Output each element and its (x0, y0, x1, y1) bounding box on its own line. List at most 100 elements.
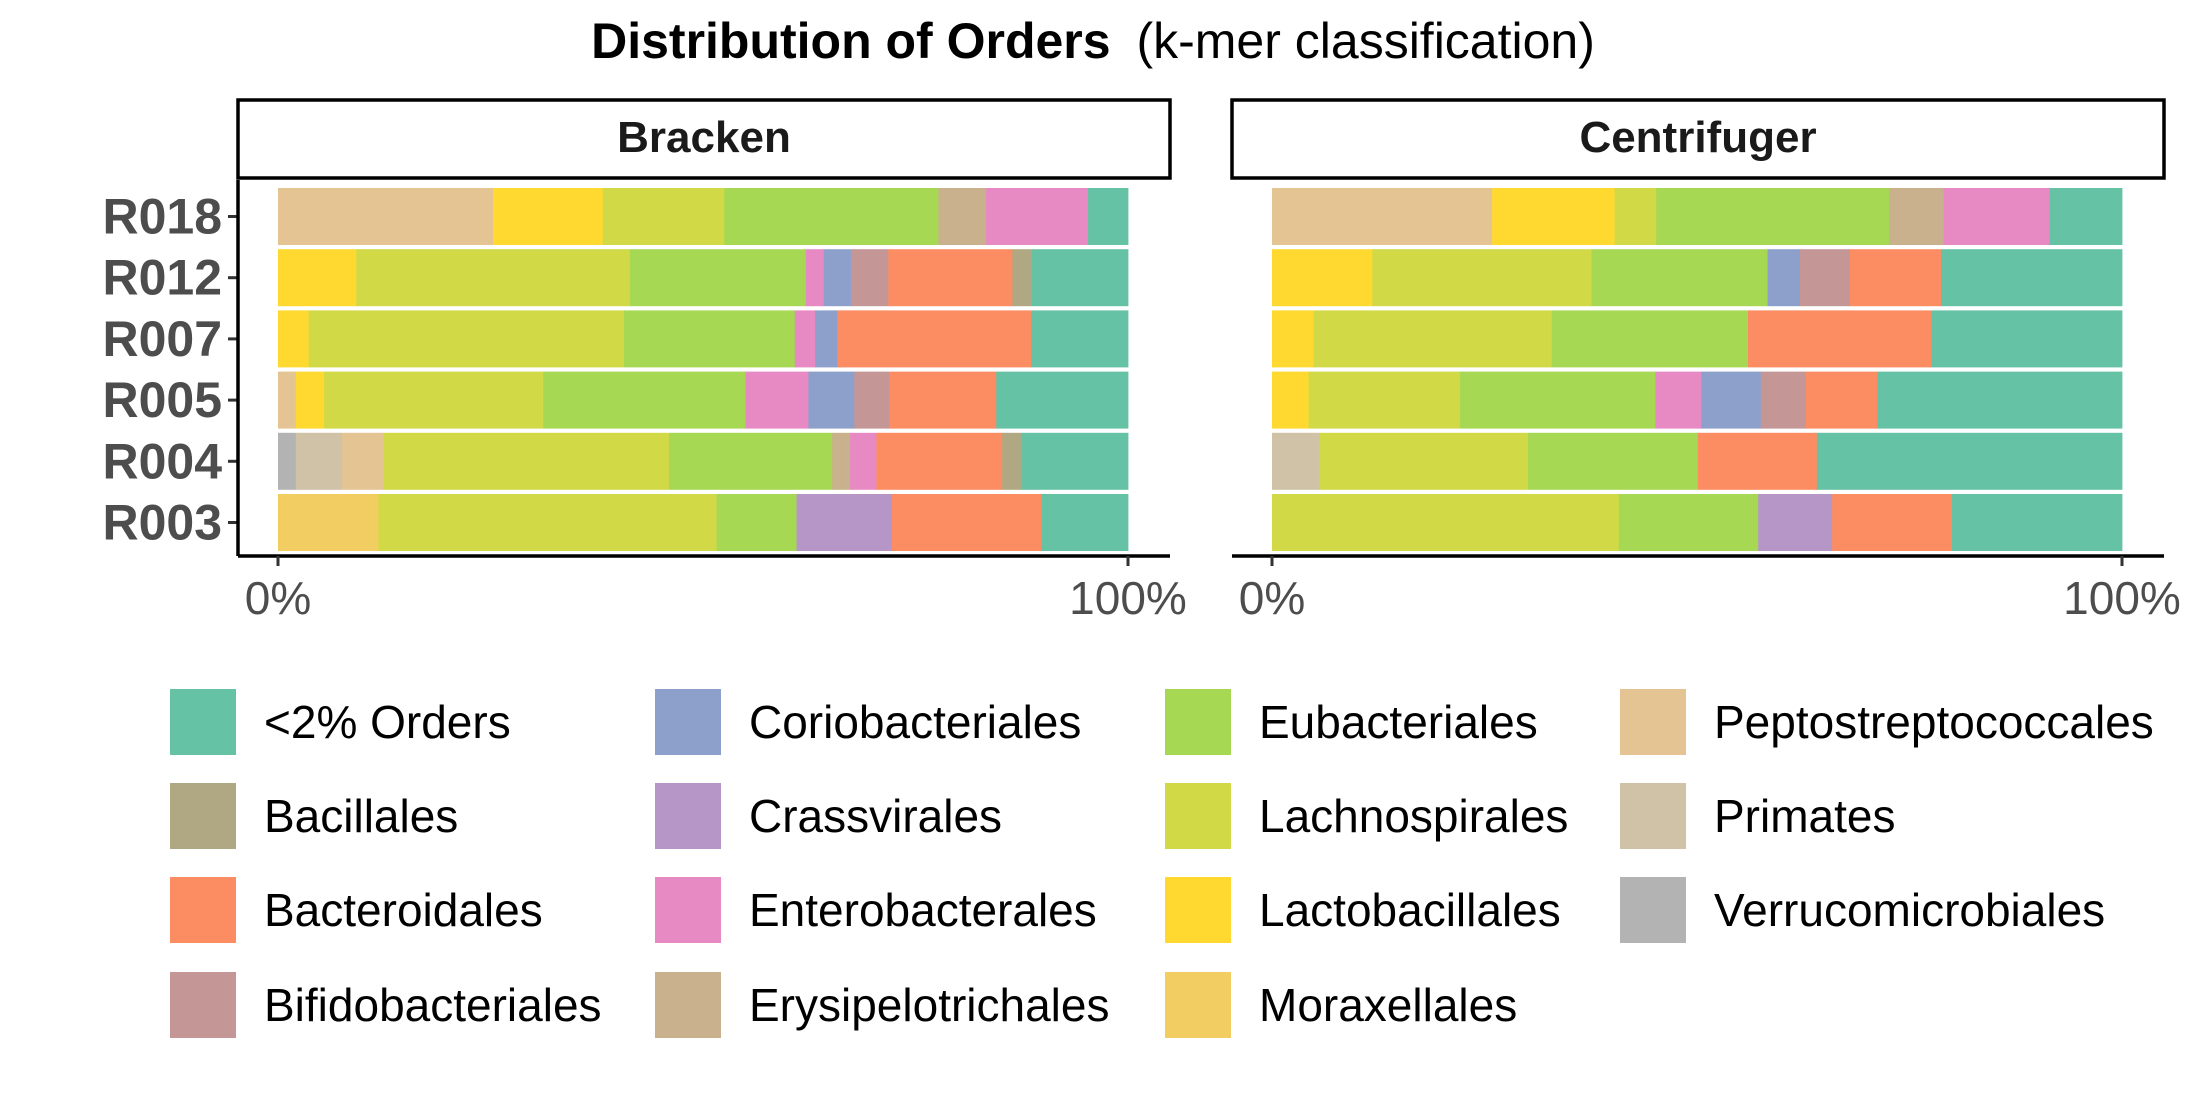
legend-item-bifidobacteriales: Bifidobacteriales (170, 972, 602, 1038)
bar-segment-centrifuger-r005-coriobacteriales (1701, 371, 1762, 429)
bar-centrifuger-r005 (1272, 371, 2123, 429)
legend-item-bacteroidales: Bacteroidales (170, 877, 543, 943)
bar-segment-centrifuger-r005-enterobacterales (1655, 371, 1702, 429)
bar-segment-bracken-r018-erysipelotrichales (938, 188, 987, 245)
legend-item-enterobacterales: Enterobacterales (655, 877, 1097, 943)
x-tick-label-bracken-1: 100% (1069, 572, 1187, 624)
bar-centrifuger-r007 (1272, 310, 2123, 368)
bar-segment-bracken-r012-bacillales (1012, 249, 1033, 307)
bar-segment-bracken-r003-moraxellales (278, 494, 379, 551)
bar-segment-bracken-r005-coriobacteriales (808, 371, 855, 429)
chart-title-bold: Distribution of Orders (591, 13, 1110, 69)
bar-segment-centrifuger-r012-lactobacillales (1272, 249, 1373, 307)
bar-segment-centrifuger-r003-bacteroidales (1832, 494, 1953, 551)
bar-segment-centrifuger-r012-bacteroidales (1850, 249, 1942, 307)
legend-swatch-lactobacillales (1165, 877, 1231, 943)
bar-segment-centrifuger-r004-lachnospirales (1319, 432, 1529, 490)
bar-segment-bracken-r004-lachnospirales (383, 432, 670, 490)
panel-strip-label-bracken: Bracken (617, 113, 791, 162)
bar-segment-centrifuger-r003-2-orders (1952, 494, 2123, 551)
x-tick-label-centrifuger-0: 0% (1239, 572, 1305, 624)
bar-segment-bracken-r005-peptostreptococcales (278, 371, 297, 429)
legend-swatch-lachnospirales (1165, 783, 1231, 849)
y-tick-label-r003: R003 (102, 495, 222, 551)
bar-segment-bracken-r007-enterobacterales (794, 310, 816, 368)
bar-segment-bracken-r018-peptostreptococcales (278, 188, 494, 245)
bar-segment-bracken-r004-primates (295, 432, 343, 490)
bar-segment-bracken-r004-bacillales (1002, 432, 1023, 490)
bar-segment-bracken-r012-eubacteriales (629, 249, 807, 307)
bar-segment-bracken-r007-lactobacillales (278, 310, 309, 368)
bar-segment-centrifuger-r018-lactobacillales (1492, 188, 1615, 245)
bar-segment-centrifuger-r012-eubacteriales (1591, 249, 1768, 307)
bar-segment-bracken-r004-2-orders (1021, 432, 1129, 490)
legend-item-bacillales: Bacillales (170, 783, 458, 849)
legend-item-crassvirales: Crassvirales (655, 783, 1002, 849)
legend-swatch-bacillales (170, 783, 236, 849)
bar-centrifuger-r012 (1272, 249, 2123, 307)
legend-label-coriobacteriales: Coriobacteriales (749, 696, 1081, 748)
legend-swatch-bacteroidales (170, 877, 236, 943)
bar-segment-bracken-r012-lactobacillales (278, 249, 357, 307)
bar-segment-centrifuger-r012-bifidobacteriales (1799, 249, 1851, 307)
legend-label-2-orders: <2% Orders (264, 696, 511, 748)
bar-segment-centrifuger-r007-bacteroidales (1748, 310, 1932, 368)
bar-segment-bracken-r005-eubacteriales (543, 371, 746, 429)
panel-strip-centrifuger (1230, 98, 2166, 180)
bar-segment-bracken-r012-coriobacteriales (823, 249, 852, 307)
bar-segment-centrifuger-r005-lachnospirales (1308, 371, 1461, 429)
legend-label-lachnospirales: Lachnospirales (1259, 790, 1568, 842)
bar-segment-centrifuger-r003-eubacteriales (1618, 494, 1759, 551)
bar-segment-centrifuger-r005-bacteroidales (1805, 371, 1878, 429)
bar-segment-bracken-r018-enterobacterales (986, 188, 1089, 245)
bar-segment-bracken-r003-lachnospirales (378, 494, 717, 551)
bar-segment-bracken-r012-bifidobacteriales (850, 249, 889, 307)
legend-item-verrucomicrobiales: Verrucomicrobiales (1620, 877, 2105, 943)
bar-segment-centrifuger-r003-crassvirales (1758, 494, 1833, 551)
legend-label-lactobacillales: Lactobacillales (1259, 884, 1561, 936)
legend-label-bacillales: Bacillales (264, 790, 458, 842)
bar-segment-centrifuger-r018-peptostreptococcales (1272, 188, 1493, 245)
legend-label-enterobacterales: Enterobacterales (749, 884, 1097, 936)
legend-swatch-moraxellales (1165, 972, 1231, 1038)
panel-strip-bracken (236, 98, 1172, 180)
bar-segment-centrifuger-r005-bifidobacteriales (1760, 371, 1807, 429)
bar-centrifuger-r004 (1272, 432, 2123, 490)
bar-bracken-r012 (278, 249, 1129, 307)
bar-bracken-r005 (278, 371, 1129, 429)
legend-label-bacteroidales: Bacteroidales (264, 884, 543, 936)
bar-segment-bracken-r007-lachnospirales (308, 310, 625, 368)
bar-segment-centrifuger-r007-eubacteriales (1551, 310, 1749, 368)
bar-segment-bracken-r004-bacteroidales (876, 432, 1003, 490)
y-tick-label-r012: R012 (102, 250, 222, 306)
bar-segment-bracken-r018-lachnospirales (602, 188, 725, 245)
y-tick-label-r004: R004 (102, 433, 222, 489)
legend-swatch-coriobacteriales (655, 689, 721, 755)
bar-segment-centrifuger-r012-2-orders (1940, 249, 2123, 307)
legend-item-primates: Primates (1620, 783, 1895, 849)
legend-swatch-crassvirales (655, 783, 721, 849)
legend-label-crassvirales: Crassvirales (749, 790, 1002, 842)
bar-segment-bracken-r005-enterobacterales (745, 371, 809, 429)
legend-swatch-enterobacterales (655, 877, 721, 943)
bar-segment-bracken-r007-coriobacteriales (815, 310, 838, 368)
bar-segment-bracken-r012-lachnospirales (356, 249, 631, 307)
legend-label-bifidobacteriales: Bifidobacteriales (264, 979, 602, 1031)
bar-bracken-r003 (278, 494, 1129, 551)
legend-item-peptostreptococcales: Peptostreptococcales (1620, 689, 2154, 755)
x-tick-label-bracken-0: 0% (245, 572, 311, 624)
bar-segment-centrifuger-r012-coriobacteriales (1767, 249, 1801, 307)
bar-segment-centrifuger-r018-enterobacterales (1943, 188, 2051, 245)
legend-swatch-eubacteriales (1165, 689, 1231, 755)
panel-centrifuger: Centrifuger 0% 100% (1230, 98, 2181, 624)
bar-segment-centrifuger-r018-erysipelotrichales (1889, 188, 1944, 245)
chart-title-rest: (k-mer classification) (1136, 13, 1594, 69)
bar-segment-bracken-r005-lachnospirales (323, 371, 544, 429)
bar-bracken-r007 (278, 310, 1129, 368)
legend-swatch-primates (1620, 783, 1686, 849)
bar-segment-bracken-r003-crassvirales (796, 494, 893, 551)
bar-segment-bracken-r003-2-orders (1041, 494, 1129, 551)
legend-item-eubacteriales: Eubacteriales (1165, 689, 1538, 755)
